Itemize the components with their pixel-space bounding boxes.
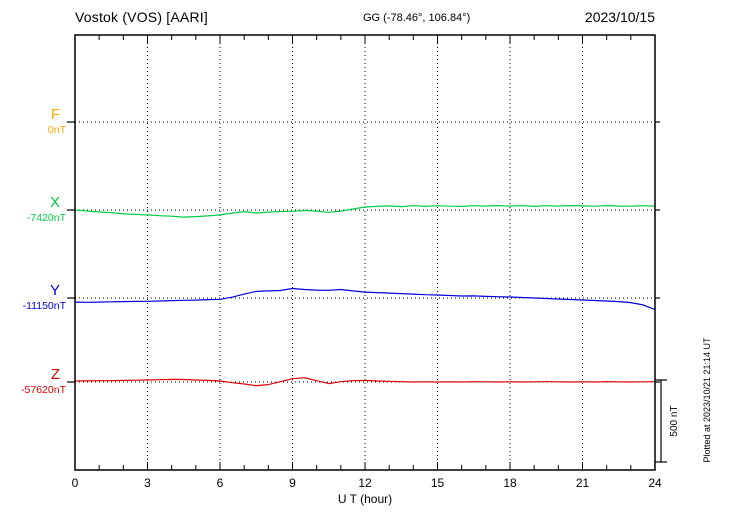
trace-X	[74, 205, 656, 218]
series-baseline-value-Z: -57620nT	[21, 384, 66, 396]
axis-frame	[74, 34, 656, 471]
trace-Y	[74, 287, 656, 311]
x-tick-label-12: 12	[358, 476, 372, 490]
series-baseline-value-X: -7420nT	[26, 212, 66, 224]
station-title: Vostok (VOS) [AARI]	[75, 9, 208, 25]
x-tick-label-24: 24	[648, 476, 662, 490]
series-label-Y: Y	[49, 282, 60, 299]
plot-date: 2023/10/15	[584, 9, 655, 25]
x-tick-label-3: 3	[144, 476, 151, 490]
series-baseline-value-Y: -11150nT	[22, 300, 66, 312]
x-tick-label-18: 18	[503, 476, 517, 490]
x-tick-label-0: 0	[71, 476, 79, 490]
series-baseline-value-F: 0nT	[47, 124, 66, 136]
x-tick-label-6: 6	[216, 476, 224, 490]
plotted-at-note: Plotted at 2023/10/21 21:14 UT	[702, 337, 712, 463]
series-label-X: X	[49, 194, 60, 211]
x-tick-label-15: 15	[430, 476, 445, 490]
trace-Z	[74, 377, 656, 387]
series-label-Z: Z	[50, 366, 60, 383]
x-tick-label-9: 9	[289, 476, 296, 490]
geographic-coordinates: GG (-78.46°, 106.84°)	[363, 12, 471, 24]
series-label-F: F	[50, 106, 60, 123]
scale-bar-label: 500 nT	[669, 405, 680, 437]
x-axis-label: U T (hour)	[337, 492, 393, 506]
x-tick-label-21: 21	[575, 476, 590, 490]
